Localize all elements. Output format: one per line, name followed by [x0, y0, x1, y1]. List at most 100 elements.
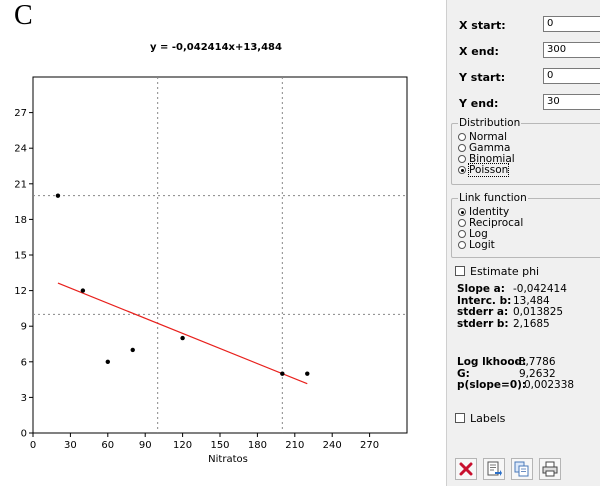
y-tick-label: 0 [21, 429, 27, 440]
radio-button-icon [458, 241, 466, 249]
radio-label: Log [469, 228, 488, 240]
estimate-phi-checkbox[interactable]: Estimate phi [455, 266, 539, 278]
radio-label: Reciprocal [469, 217, 524, 229]
radio-gamma[interactable]: Gamma [458, 143, 510, 155]
radio-identity[interactable]: Identity [458, 207, 509, 219]
radio-button-icon [458, 219, 466, 227]
data-point [280, 371, 285, 376]
panel-label: C [14, 0, 33, 31]
slope-a-label: Slope a: [457, 283, 505, 295]
close-icon [459, 462, 473, 476]
radio-reciprocal[interactable]: Reciprocal [458, 218, 523, 230]
radio-normal[interactable]: Normal [458, 132, 507, 144]
close-button[interactable] [455, 458, 477, 480]
slope-a-value: -0,042414 [513, 283, 567, 295]
copy-button[interactable] [511, 458, 533, 480]
x-end-label: X end: [459, 45, 499, 58]
link-function-title: Link function [458, 192, 528, 204]
log-lkhood-value: -3,7786 [515, 356, 556, 368]
x-tick-label: 240 [323, 440, 342, 451]
p-slope-value: 0,002338 [524, 379, 575, 391]
radio-label: Logit [469, 239, 495, 251]
labels-checkbox[interactable]: Labels [455, 413, 505, 425]
stderr-b-label: stderr b: [457, 317, 509, 330]
x-start-label: X start: [459, 19, 506, 32]
link-function-group: Link function Identity Reciprocal Log Lo… [451, 192, 600, 258]
x-tick-label: 90 [139, 440, 152, 451]
data-point [305, 371, 310, 376]
labels-label: Labels [470, 412, 506, 425]
y-start-input[interactable]: 0 [543, 68, 600, 84]
data-point [180, 335, 185, 341]
print-icon [542, 461, 558, 477]
y-end-row: Y end: 30 [447, 94, 600, 114]
chart-title: y = -0,042414x+13,484 [150, 42, 282, 53]
x-tick-label: 30 [64, 440, 77, 451]
radio-poisson[interactable]: Poisson [458, 163, 510, 177]
y-end-label: Y end: [459, 97, 499, 110]
print-button[interactable] [539, 458, 561, 480]
interc-b-value: 13,484 [513, 294, 550, 307]
x-tick-label: 60 [101, 440, 114, 451]
radio-button-icon [458, 230, 466, 238]
log-lkhood-label: Log lkhood: [457, 356, 527, 368]
stderr-a-value: 0,013825 [513, 306, 564, 318]
regression-fit-line [57, 282, 308, 385]
stderr-b-value: 2,1685 [513, 317, 550, 330]
x-tick-label: 0 [30, 440, 36, 451]
regression-stats: Slope a: -0,042414 Interc. b: 13,484 stder… [457, 283, 567, 330]
data-point [105, 359, 111, 364]
x-start-row: X start: 0 [447, 16, 600, 36]
y-start-label: Y start: [459, 71, 506, 84]
radio-button-icon [458, 155, 466, 163]
y-start-row: Y start: 0 [447, 68, 600, 88]
x-tick-label: 180 [248, 440, 267, 451]
y-tick-label: 9 [21, 322, 27, 333]
radio-label: Normal [469, 131, 507, 143]
radio-button-selected-icon [458, 166, 466, 174]
data-point [55, 193, 61, 198]
x-tick-label: 210 [285, 440, 304, 451]
x-tick-label: 120 [173, 440, 192, 451]
estimate-phi-label: Estimate phi [470, 265, 540, 278]
radio-label: Gamma [469, 142, 511, 154]
y-tick-label: 24 [14, 144, 27, 155]
data-point [130, 347, 135, 353]
x-axis-label: Nitratos [208, 454, 248, 465]
y-tick-label: 3 [21, 393, 27, 404]
checkbox-icon [455, 413, 465, 423]
x-tick-label: 150 [210, 440, 229, 451]
x-tick-label: 270 [360, 440, 379, 451]
interc-b-label: Interc. b: [457, 294, 512, 307]
radio-label: Binomial [469, 153, 515, 165]
checkbox-icon [455, 266, 465, 276]
copy-icon [514, 461, 529, 477]
export-icon [487, 461, 502, 476]
radio-logit[interactable]: Logit [458, 240, 495, 252]
likelihood-stats: Log lkhood: -3,7786 G: 9,2632 p(slope=0): 0… [457, 356, 574, 392]
x-end-input[interactable]: 300 [543, 42, 600, 58]
radio-binomial[interactable]: Binomial [458, 154, 515, 166]
export-button[interactable] [483, 458, 505, 480]
data-point [80, 288, 86, 293]
x-start-input[interactable]: 0 [543, 16, 600, 32]
x-end-row: X end: 300 [447, 42, 600, 62]
y-end-input[interactable]: 30 [543, 94, 600, 110]
radio-button-icon [458, 133, 466, 141]
g-label: G: [457, 367, 470, 380]
radio-button-selected-icon [458, 208, 466, 216]
radio-label: Poisson [467, 163, 510, 177]
plot-frame [32, 76, 408, 434]
radio-button-icon [458, 144, 466, 152]
distribution-title: Distribution [458, 117, 522, 129]
options-sidebar: X start: 0 X end: 300 Y start: 0 Y end: … [446, 0, 600, 486]
radio-log[interactable]: Log [458, 229, 488, 241]
y-tick-label: 18 [14, 215, 27, 226]
y-tick-label: 15 [14, 251, 27, 262]
p-slope-label: p(slope=0): [457, 379, 527, 391]
y-tick-label: 21 [14, 179, 27, 190]
y-tick-label: 27 [14, 108, 27, 119]
stderr-a-label: stderr a: [457, 306, 509, 318]
radio-label: Identity [469, 206, 510, 218]
